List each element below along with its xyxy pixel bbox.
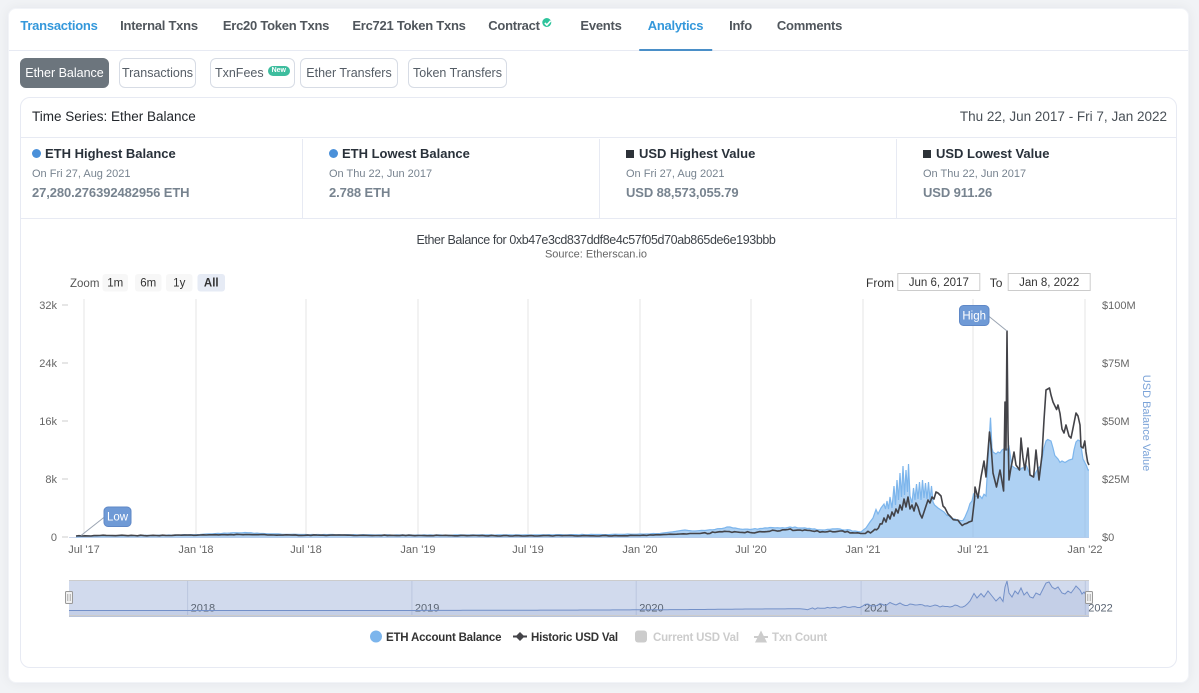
svg-text:Jan '19: Jan '19 [400, 544, 435, 556]
svg-text:Jan '20: Jan '20 [622, 544, 657, 556]
svg-text:Jan '21: Jan '21 [845, 544, 880, 556]
svg-text:Low: Low [107, 512, 129, 524]
svg-text:Jun 6, 2017: Jun 6, 2017 [909, 277, 969, 289]
svg-text:$50M: $50M [1102, 416, 1130, 428]
svg-text:ETH Account Balance: ETH Account Balance [386, 632, 501, 644]
svg-text:2020: 2020 [639, 603, 663, 615]
svg-text:Historic USD Val: Historic USD Val [531, 632, 618, 644]
svg-text:Jan '18: Jan '18 [178, 544, 213, 556]
svg-text:To: To [990, 276, 1003, 290]
svg-text:1m: 1m [107, 278, 123, 290]
svg-text:Jan '22: Jan '22 [1067, 544, 1102, 556]
svg-text:32k: 32k [39, 300, 57, 312]
svg-text:Source: Etherscan.io: Source: Etherscan.io [545, 249, 647, 261]
svg-text:Txn Count: Txn Count [772, 632, 827, 644]
svg-text:2019: 2019 [415, 603, 439, 615]
svg-text:$25M: $25M [1102, 474, 1130, 486]
svg-text:0: 0 [51, 532, 57, 544]
svg-text:USD Balance Value: USD Balance Value [1140, 375, 1152, 471]
svg-text:Jul '19: Jul '19 [512, 544, 543, 556]
svg-text:From: From [866, 276, 894, 290]
svg-text:Jul '20: Jul '20 [735, 544, 766, 556]
svg-text:1y: 1y [173, 278, 185, 290]
svg-text:2022: 2022 [1088, 603, 1112, 615]
svg-text:Jul '18: Jul '18 [290, 544, 321, 556]
svg-text:Jul '21: Jul '21 [957, 544, 988, 556]
svg-text:8k: 8k [45, 474, 57, 486]
svg-text:Jul '17: Jul '17 [68, 544, 99, 556]
svg-text:$75M: $75M [1102, 358, 1130, 370]
svg-text:Ether Balance for 0xb47e3cd837: Ether Balance for 0xb47e3cd837ddf8e4c57f… [417, 233, 776, 247]
svg-text:All: All [204, 278, 219, 290]
svg-text:Zoom: Zoom [70, 278, 99, 290]
svg-text:24k: 24k [39, 358, 57, 370]
svg-text:16k: 16k [39, 416, 57, 428]
svg-text:$0: $0 [1102, 532, 1114, 544]
svg-text:6m: 6m [140, 278, 156, 290]
svg-text:Jan 8, 2022: Jan 8, 2022 [1019, 277, 1079, 289]
svg-text:Current USD Val: Current USD Val [653, 632, 739, 644]
svg-text:High: High [962, 311, 986, 323]
svg-text:$100M: $100M [1102, 300, 1136, 312]
svg-text:2018: 2018 [191, 603, 215, 615]
